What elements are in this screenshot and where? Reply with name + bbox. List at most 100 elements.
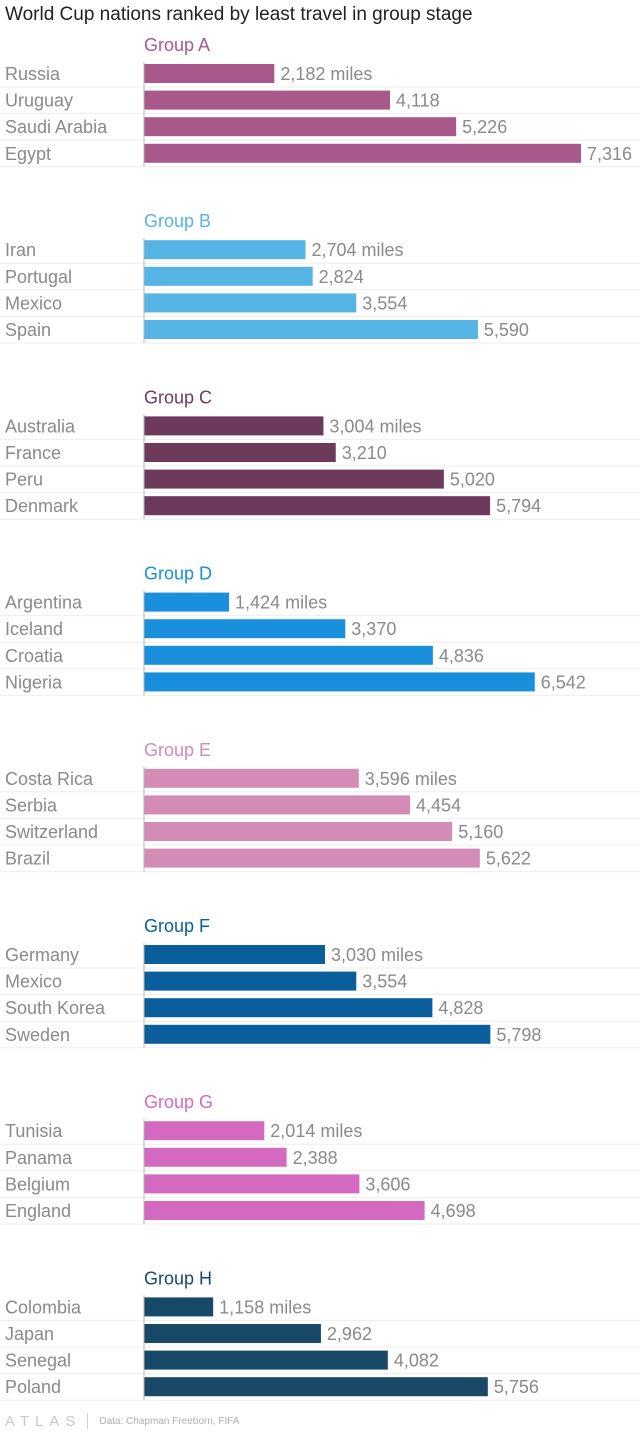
bar-group-b [144, 293, 357, 313]
value-label: 4,828 [438, 998, 483, 1018]
bar-group-a [144, 90, 390, 110]
category-label: Germany [5, 945, 79, 965]
category-label: Iceland [5, 619, 63, 639]
category-label: Iran [5, 240, 36, 260]
category-label: Colombia [5, 1297, 82, 1317]
category-label: South Korea [5, 998, 106, 1018]
group-label-group-e: Group E [144, 740, 211, 760]
group-label-group-a: Group A [144, 35, 210, 55]
bar-group-e [144, 822, 453, 841]
value-label: 2,704 miles [312, 240, 404, 260]
group-label-group-d: Group D [144, 564, 212, 584]
group-label-group-f: Group F [144, 916, 210, 936]
group-label-group-g: Group G [144, 1092, 213, 1112]
value-label: 4,082 [394, 1351, 439, 1371]
category-label: England [5, 1201, 71, 1221]
category-label: Sweden [5, 1025, 70, 1045]
footer-divider [87, 1413, 89, 1429]
bar-group-a [144, 64, 275, 83]
bar-group-g [144, 1121, 265, 1141]
bar-group-h [144, 1297, 214, 1317]
value-label: 4,118 [396, 91, 440, 111]
bar-group-d [144, 645, 433, 665]
category-label: Peru [5, 470, 43, 490]
category-label: Switzerland [5, 822, 98, 842]
value-label: 1,424 miles [235, 593, 327, 613]
value-label: 7,316 [587, 144, 632, 164]
atlas-logo[interactable]: ATLAS [5, 1412, 82, 1430]
bar-group-d [144, 672, 535, 692]
bar-group-h [144, 1377, 488, 1397]
bar-group-d [144, 592, 230, 612]
value-label: 5,798 [496, 1025, 541, 1045]
bar-group-f [144, 998, 433, 1018]
value-label: 3,370 [351, 619, 396, 639]
group-label-group-b: Group B [144, 211, 211, 231]
category-label: Mexico [5, 972, 62, 992]
group-label-group-h: Group H [144, 1268, 212, 1288]
value-label: 4,454 [416, 795, 461, 815]
category-label: Australia [5, 416, 76, 436]
value-label: 3,596 miles [365, 769, 457, 789]
category-label: Serbia [5, 795, 58, 815]
category-label: Costa Rica [5, 769, 94, 789]
bar-group-g [144, 1147, 287, 1167]
chart-title: World Cup nations ranked by least travel… [5, 4, 473, 25]
bar-group-a [144, 143, 581, 163]
bar-group-g [144, 1174, 360, 1194]
value-label: 3,004 miles [329, 416, 421, 436]
value-label: 3,210 [342, 443, 387, 463]
value-label: 5,226 [462, 117, 507, 137]
bar-group-c [144, 496, 491, 516]
category-label: Portugal [5, 267, 72, 287]
value-label: 3,030 miles [331, 945, 423, 965]
bar-group-e [144, 768, 359, 788]
bar-group-d [144, 619, 346, 639]
category-label: Egypt [5, 144, 51, 164]
category-label: Japan [5, 1324, 54, 1344]
value-label: 2,824 [319, 267, 364, 287]
bar-group-e [144, 848, 480, 868]
category-label: Panama [5, 1148, 73, 1168]
category-label: Croatia [5, 646, 64, 666]
bar-group-a [144, 117, 457, 137]
bar-group-c [144, 469, 444, 489]
category-label: France [5, 443, 61, 463]
category-label: Mexico [5, 293, 62, 313]
category-label: Spain [5, 320, 51, 340]
bar-group-b [144, 240, 306, 260]
value-label: 2,182 miles [280, 64, 372, 84]
bar-group-b [144, 266, 313, 286]
bar-group-h [144, 1350, 388, 1370]
value-label: 5,622 [486, 849, 531, 869]
value-label: 4,836 [439, 646, 484, 666]
group-label-group-c: Group C [144, 387, 212, 407]
category-label: Brazil [5, 849, 50, 869]
value-label: 2,388 [293, 1148, 338, 1168]
category-label: Russia [5, 64, 61, 84]
value-label: 1,158 miles [219, 1297, 311, 1317]
bar-group-f [144, 1024, 491, 1044]
bar-group-e [144, 795, 411, 815]
bar-group-c [144, 443, 336, 462]
value-label: 5,794 [496, 496, 541, 516]
bar-group-c [144, 416, 324, 436]
value-label: 2,962 [327, 1324, 372, 1344]
value-label: 3,554 [362, 972, 407, 992]
category-label: Senegal [5, 1351, 71, 1371]
value-label: 5,590 [484, 320, 529, 340]
bar-group-f [144, 945, 325, 964]
bar-group-b [144, 320, 478, 339]
category-label: Denmark [5, 496, 79, 516]
bar-group-h [144, 1324, 321, 1343]
bar-group-f [144, 971, 357, 991]
category-label: Belgium [5, 1174, 70, 1194]
value-label: 4,698 [431, 1201, 476, 1221]
value-label: 2,014 miles [270, 1121, 362, 1141]
category-label: Uruguay [5, 91, 73, 111]
category-label: Tunisia [5, 1121, 63, 1141]
category-label: Poland [5, 1377, 61, 1397]
value-label: 3,554 [362, 293, 407, 313]
category-label: Argentina [5, 593, 83, 613]
